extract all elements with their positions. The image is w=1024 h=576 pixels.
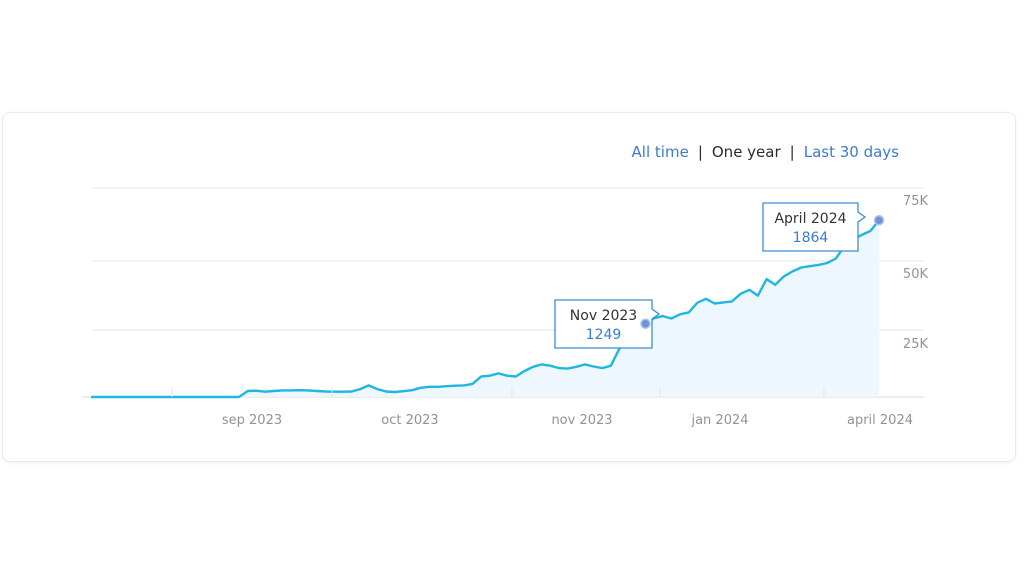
annotation-label: Nov 2023 <box>570 308 637 324</box>
x-tick-label: sep 2023 <box>222 413 282 428</box>
time-range-selector: All time | One year | Last 30 days <box>3 143 899 161</box>
range-separator: | <box>697 143 703 161</box>
y-tick-label: 50K <box>903 267 929 282</box>
range-one-year[interactable]: One year <box>711 143 781 161</box>
x-tick-label: jan 2024 <box>690 413 748 428</box>
x-tick-label: nov 2023 <box>551 413 612 428</box>
annotation-point <box>640 318 651 329</box>
y-tick-label: 25K <box>903 337 929 352</box>
series-line <box>90 219 881 399</box>
area-fill <box>92 220 879 397</box>
annotation-box <box>762 202 867 252</box>
annotations: Nov 2023 1249 April 2024 1864 <box>554 202 885 349</box>
annotation-point <box>873 214 885 226</box>
x-tick-label: april 2024 <box>847 413 913 428</box>
axis-ticks: 75K 50K 25K sep 2023 oct 2023 nov 2023 jan 202… <box>171 194 929 428</box>
annotation-label: April 2024 <box>774 211 846 227</box>
x-tick-label: oct 2023 <box>381 413 438 428</box>
range-last-30-days[interactable]: Last 30 days <box>803 143 899 161</box>
annotation-box <box>554 299 661 349</box>
annotation-callout: Nov 2023 1249 <box>554 299 661 349</box>
chart-line <box>90 219 881 399</box>
y-tick-label: 75K <box>903 194 929 209</box>
chart-area <box>92 220 879 397</box>
annotation-value: 1249 <box>586 327 622 343</box>
range-separator: | <box>789 143 795 161</box>
annotation-callout: April 2024 1864 <box>762 202 885 252</box>
annotation-value: 1864 <box>793 230 829 246</box>
range-all-time[interactable]: All time <box>631 143 689 161</box>
